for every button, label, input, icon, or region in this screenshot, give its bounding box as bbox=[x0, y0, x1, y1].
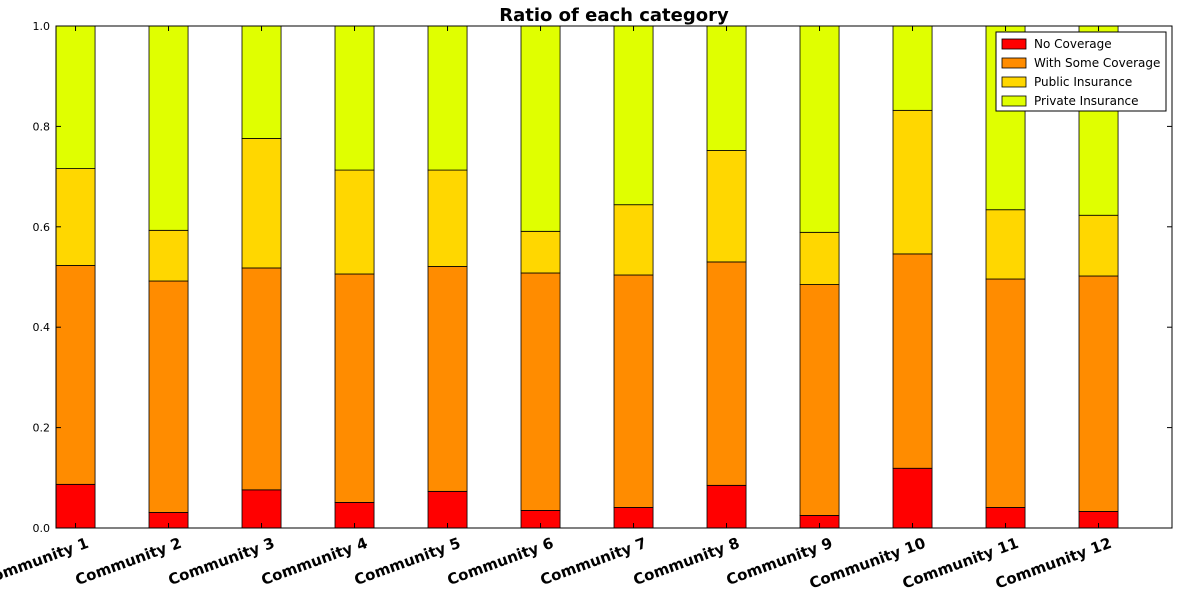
bar-segment-private-insurance-9 bbox=[799, 25, 840, 233]
bar-segment-private-insurance-10 bbox=[892, 25, 933, 111]
bar-segment-with-some-coverage-3 bbox=[241, 267, 282, 491]
legend-label: Public Insurance bbox=[1034, 75, 1132, 89]
bar-segment-with-some-coverage-1 bbox=[55, 265, 96, 485]
bar-segment-public-insurance-5 bbox=[427, 169, 468, 267]
ytick-label: 0.4 bbox=[33, 321, 51, 334]
ytick-label: 0.8 bbox=[33, 120, 51, 133]
chart-title: Ratio of each category bbox=[499, 5, 729, 26]
bar-segment-with-some-coverage-12 bbox=[1078, 275, 1119, 512]
bar-segment-public-insurance-12 bbox=[1078, 214, 1119, 277]
xtick-label: Community 4 bbox=[259, 534, 370, 589]
bar-segment-with-some-coverage-4 bbox=[334, 273, 375, 503]
bar-segment-public-insurance-10 bbox=[892, 109, 933, 255]
bar-segment-public-insurance-2 bbox=[148, 229, 189, 282]
bar-segment-no-coverage-10 bbox=[892, 467, 933, 529]
ytick-label: 0.2 bbox=[33, 422, 51, 435]
bar-segment-private-insurance-1 bbox=[55, 25, 96, 169]
bar-segment-private-insurance-7 bbox=[613, 25, 654, 206]
bar-segment-with-some-coverage-9 bbox=[799, 284, 840, 516]
xtick-label: Community 8 bbox=[631, 534, 742, 589]
bar-segment-private-insurance-3 bbox=[241, 25, 282, 139]
bar-segment-no-coverage-5 bbox=[427, 490, 468, 529]
bar-segment-public-insurance-11 bbox=[985, 209, 1026, 280]
bar-segment-with-some-coverage-7 bbox=[613, 274, 654, 508]
xtick-label: Community 3 bbox=[166, 534, 277, 589]
ytick-label: 0.0 bbox=[33, 522, 51, 535]
xtick-label: Community 6 bbox=[445, 534, 556, 589]
bar-segment-public-insurance-1 bbox=[55, 168, 96, 266]
bar-segment-no-coverage-8 bbox=[706, 484, 747, 529]
ytick-label: 0.6 bbox=[33, 221, 51, 234]
legend-swatch bbox=[1001, 38, 1027, 50]
bar-segment-with-some-coverage-5 bbox=[427, 266, 468, 492]
bar-segment-with-some-coverage-6 bbox=[520, 272, 561, 511]
xtick-label: Community 7 bbox=[538, 534, 649, 589]
bar-segment-private-insurance-6 bbox=[520, 25, 561, 232]
legend-label: Private Insurance bbox=[1034, 94, 1139, 108]
xtick-label: Community 5 bbox=[352, 534, 463, 589]
legend: No Coverage With Some Coverage Public Insu… bbox=[995, 31, 1167, 112]
bar-segment-private-insurance-2 bbox=[148, 25, 189, 231]
bar-segment-with-some-coverage-10 bbox=[892, 253, 933, 469]
bar-segment-public-insurance-6 bbox=[520, 230, 561, 274]
legend-swatch bbox=[1001, 76, 1027, 88]
bar-segment-private-insurance-5 bbox=[427, 25, 468, 171]
legend-swatch bbox=[1001, 57, 1027, 69]
bar-segment-no-coverage-3 bbox=[241, 489, 282, 529]
bar-segment-public-insurance-8 bbox=[706, 150, 747, 263]
bar-segment-no-coverage-1 bbox=[55, 483, 96, 529]
ytick-label: 1.0 bbox=[33, 20, 51, 33]
bar-segment-public-insurance-7 bbox=[613, 204, 654, 276]
bar-segment-public-insurance-4 bbox=[334, 169, 375, 275]
bar-segment-with-some-coverage-8 bbox=[706, 261, 747, 486]
bar-segment-public-insurance-3 bbox=[241, 138, 282, 269]
legend-label: With Some Coverage bbox=[1034, 56, 1160, 70]
bar-segment-private-insurance-8 bbox=[706, 25, 747, 151]
plot-frame bbox=[55, 25, 1173, 529]
bar-segment-public-insurance-9 bbox=[799, 231, 840, 285]
bar-segment-with-some-coverage-2 bbox=[148, 280, 189, 513]
bar-segment-private-insurance-4 bbox=[334, 25, 375, 171]
xtick-label: Community 2 bbox=[73, 534, 184, 589]
legend-swatch bbox=[1001, 95, 1027, 107]
bars-layer bbox=[55, 25, 1119, 529]
bar-segment-with-some-coverage-11 bbox=[985, 278, 1026, 508]
legend-label: No Coverage bbox=[1034, 37, 1112, 51]
